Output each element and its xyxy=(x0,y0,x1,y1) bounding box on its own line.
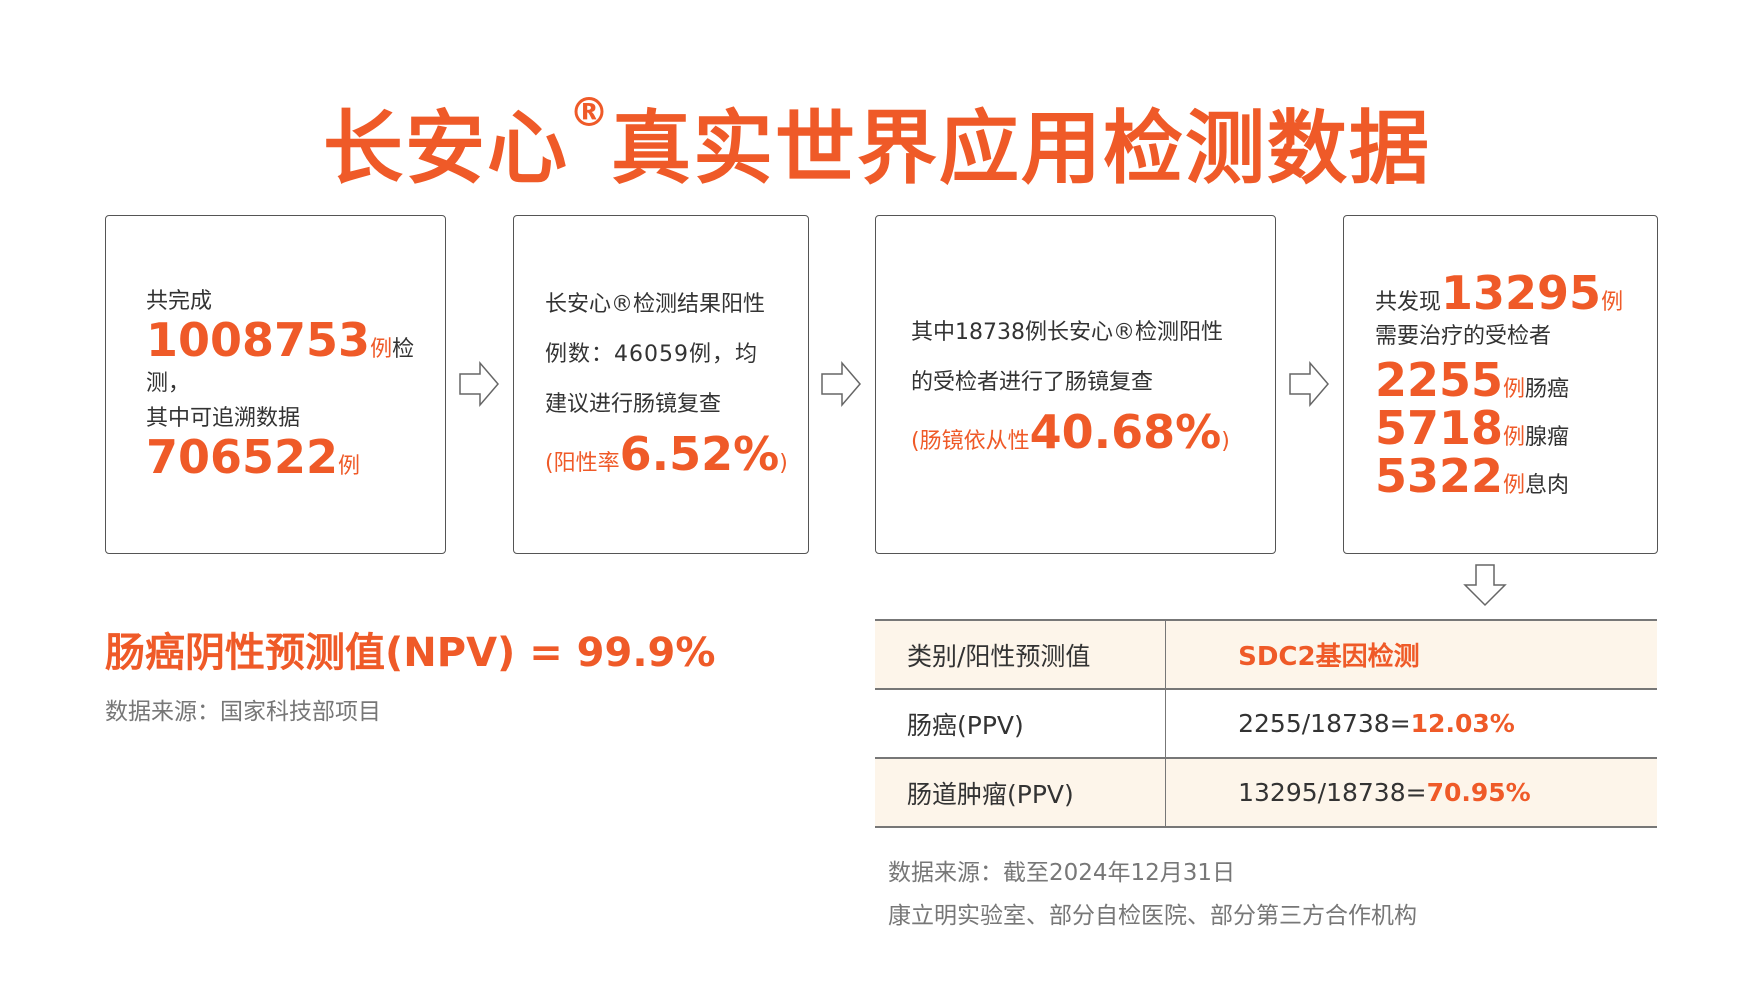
text: 例数：46059例，均 xyxy=(545,342,758,367)
table-row: 肠癌(PPV) 2255/18738=12.03% xyxy=(875,688,1657,758)
text: 建议进行肠镜复查 xyxy=(545,392,722,417)
source-line: 数据来源：截至2024年12月31日 xyxy=(888,860,1236,886)
card-findings: 共发现13295例 需要治疗的受检者 2255例肠癌 5718例腺瘤 5322例… xyxy=(1343,215,1658,554)
row-value: 2255/18738=12.03% xyxy=(1165,688,1657,758)
row-value: 13295/18738=70.95% xyxy=(1165,757,1657,828)
found-count: 共发现13295例 xyxy=(1375,265,1624,320)
total-count: 1008753例检测， xyxy=(146,313,415,396)
text: 其中18738例长安心®检测阳性 xyxy=(911,320,1223,345)
card-colonoscopy: 其中18738例长安心®检测阳性 的受检者进行了肠镜复查 (肠镜依从性40.68… xyxy=(875,215,1276,554)
finding-item: 5322例息肉 xyxy=(1375,449,1570,504)
arrow-down-icon xyxy=(1463,564,1507,607)
card-total-tests: 共完成 1008753例检测， 其中可追溯数据 706522例 xyxy=(105,215,446,554)
finding-item: 2255例肠癌 xyxy=(1375,352,1570,407)
arrow-right-icon xyxy=(1289,360,1329,408)
data-source: 数据来源：国家科技部项目 xyxy=(105,699,381,725)
compliance-rate: (肠镜依从性40.68%) xyxy=(911,405,1230,459)
ppv-table: 类别/阳性预测值 SDC2基因检测 肠癌(PPV) 2255/18738=12.… xyxy=(875,619,1657,828)
data-source: 数据来源：截至2024年12月31日 康立明实验室、部分自检医院、部分第三方合作… xyxy=(888,852,1417,938)
source-line: 康立明实验室、部分自检医院、部分第三方合作机构 xyxy=(888,903,1417,929)
header-cell: 类别/阳性预测值 xyxy=(875,619,1166,689)
row-label: 肠道肿瘤(PPV) xyxy=(875,757,1166,828)
label: 其中可追溯数据 xyxy=(146,405,301,431)
row-label: 肠癌(PPV) xyxy=(875,688,1166,758)
arrow-right-icon xyxy=(459,360,499,408)
header-cell: SDC2基因检测 xyxy=(1165,619,1657,689)
positive-rate: (阳性率6.52%) xyxy=(545,427,788,481)
arrow-right-icon xyxy=(821,360,861,408)
traceable-count: 706522例 xyxy=(146,430,361,485)
text: 需要治疗的受检者 xyxy=(1375,323,1552,349)
text: 的受检者进行了肠镜复查 xyxy=(911,370,1154,395)
npv-headline: 肠癌阴性预测值(NPV) = 99.9% xyxy=(105,630,716,676)
label: 共完成 xyxy=(146,288,213,314)
text: 长安心®检测结果阳性 xyxy=(545,292,766,317)
finding-item: 5718例腺瘤 xyxy=(1375,400,1570,455)
card-positive: 长安心®检测结果阳性 例数：46059例，均 建议进行肠镜复查 (阳性率6.52… xyxy=(513,215,809,554)
table-header: 类别/阳性预测值 SDC2基因检测 xyxy=(875,619,1657,689)
table-row: 肠道肿瘤(PPV) 13295/18738=70.95% xyxy=(875,757,1657,828)
page-title: 长安心®真实世界应用检测数据 xyxy=(323,90,1431,195)
